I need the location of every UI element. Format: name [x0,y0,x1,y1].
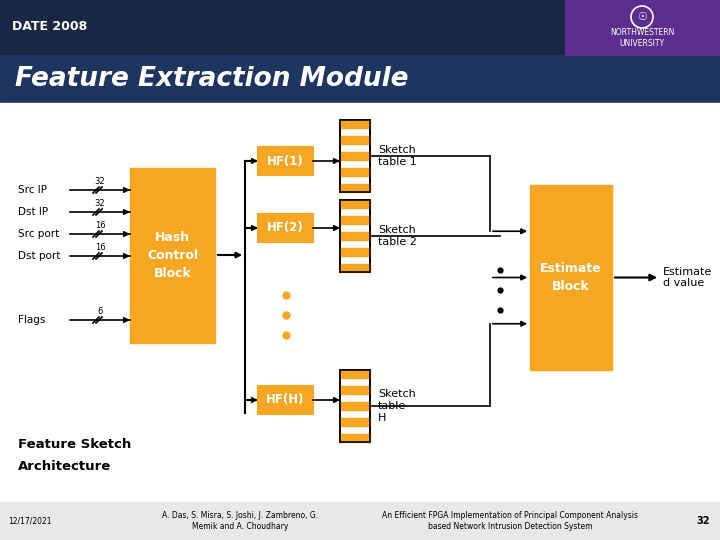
Bar [340,120,370,128]
Bar [258,214,313,242]
Bar [340,120,370,192]
Text: Src IP: Src IP [18,185,47,195]
Bar [340,168,370,176]
Bar [340,402,370,410]
Text: Dst port: Dst port [18,251,60,261]
Bar [340,120,370,192]
Text: Estimate
Block: Estimate Block [540,262,602,293]
Text: 32: 32 [95,199,105,208]
Bar [340,434,370,442]
Bar [340,370,370,442]
Text: A. Das, S. Misra, S. Joshi, J. Zambreno, G.
Memik and A. Choudhary: A. Das, S. Misra, S. Joshi, J. Zambreno,… [162,511,318,531]
Text: DATE 2008: DATE 2008 [12,21,87,33]
Text: HF(H): HF(H) [266,394,305,407]
Text: Hash
Control
Block: Hash Control Block [147,231,198,280]
Bar [340,216,370,224]
Bar [340,200,370,208]
Bar [565,0,720,55]
Text: An Efficient FPGA Implementation of Principal Component Analysis
based Network I: An Efficient FPGA Implementation of Prin… [382,511,638,531]
Bar [340,418,370,426]
Bar [340,200,370,272]
Text: 6: 6 [97,307,103,316]
Bar [340,370,370,442]
Text: Sketch
table 1: Sketch table 1 [378,145,417,167]
Text: Estimate
d value: Estimate d value [663,267,712,288]
Bar [258,386,313,414]
Bar [530,185,612,370]
Bar [340,136,370,144]
Bar [340,184,370,192]
Text: 32: 32 [95,178,105,186]
Text: Sketch
table 2: Sketch table 2 [378,225,417,247]
Text: Sketch
table
H: Sketch table H [378,389,415,423]
Text: NORTHWESTERN
UNIVERSITY: NORTHWESTERN UNIVERSITY [610,28,674,48]
Bar [340,200,370,272]
Text: 32: 32 [696,516,710,526]
Bar [340,232,370,240]
Bar [130,168,215,343]
Bar [0,502,720,540]
Text: HF(2): HF(2) [267,221,304,234]
Text: HF(1): HF(1) [267,154,304,167]
Bar [340,386,370,394]
Bar [340,264,370,272]
Text: Feature Extraction Module: Feature Extraction Module [15,66,408,92]
Text: Flags: Flags [18,315,45,325]
Text: ☉: ☉ [637,12,647,22]
Text: Dst IP: Dst IP [18,207,48,217]
Bar [340,248,370,256]
Bar [0,103,720,540]
Bar [0,55,720,103]
Text: Src port: Src port [18,229,59,239]
Bar [258,147,313,175]
Text: 16: 16 [95,244,105,253]
Bar [0,0,720,55]
Bar [340,370,370,378]
Text: Feature Sketch: Feature Sketch [18,438,131,451]
Text: 16: 16 [95,221,105,231]
Text: 12/17/2021: 12/17/2021 [8,516,52,525]
Text: Architecture: Architecture [18,460,112,473]
Bar [340,152,370,160]
